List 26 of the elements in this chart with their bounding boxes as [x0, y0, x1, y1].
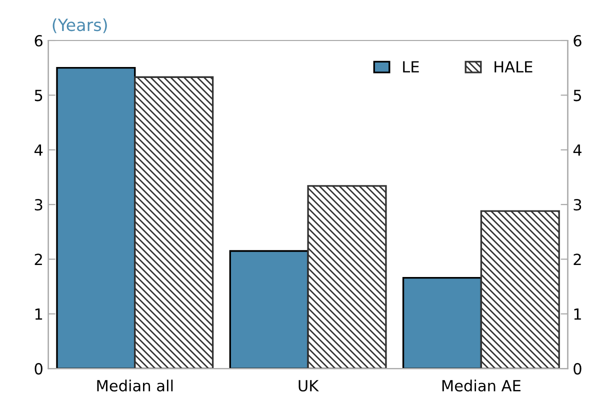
y-tick-label: 3 — [34, 198, 42, 211]
y2-tick-label: 5 — [574, 90, 582, 102]
legend-label: LE — [403, 61, 419, 72]
y-axis-title: (Years) — [52, 18, 107, 34]
y-tick-label: 6 — [34, 34, 42, 47]
y-tick-label: 1 — [35, 308, 42, 320]
y-tick-label: 4 — [34, 144, 43, 156]
y2-tick-label: 6 — [574, 34, 582, 47]
legend-label: HALE — [494, 61, 532, 72]
y2-tick-label: 3 — [574, 198, 582, 211]
bar — [307, 185, 387, 369]
y2-tick-label: 0 — [574, 363, 582, 375]
bar — [480, 210, 560, 369]
bar — [402, 276, 482, 369]
x-tick-label: UK — [298, 380, 319, 392]
y2-tick-label: 1 — [574, 308, 581, 320]
y-tick-label: 2 — [34, 254, 42, 266]
bar — [56, 67, 136, 369]
x-tick-label: Median AE — [442, 380, 520, 392]
y2-tick-label: 2 — [574, 254, 581, 266]
x-tick-label: Median all — [97, 380, 173, 392]
y-tick-label: 0 — [34, 363, 42, 375]
y2-tick-label: 4 — [573, 144, 582, 156]
bar — [229, 250, 309, 369]
bar — [134, 76, 214, 369]
y-tick-label: 5 — [34, 90, 42, 102]
